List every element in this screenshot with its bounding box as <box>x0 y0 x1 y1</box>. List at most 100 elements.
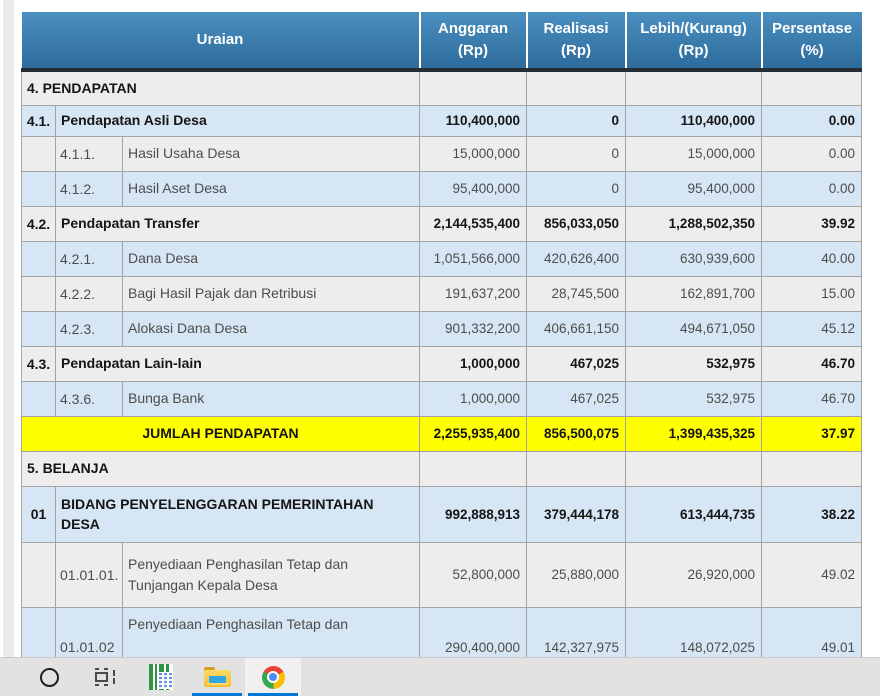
cell-persentase: 46.70 <box>761 380 863 417</box>
row-code: 4.3. <box>21 345 56 382</box>
cell-lebih-kurang: 532,975 <box>625 380 763 417</box>
row-code: 01.01.02 <box>55 606 123 657</box>
cell-persentase: 45.12 <box>761 310 863 347</box>
file-explorer-button[interactable] <box>189 658 245 696</box>
row-description: Alokasi Dana Desa <box>121 310 421 347</box>
cell-anggaran: 1,051,566,000 <box>419 240 528 277</box>
row-description: BIDANG PENYELENGGARAN PEMERINTAHAN DESA <box>54 485 421 543</box>
row-description: Bunga Bank <box>121 380 421 417</box>
cell-lebih-kurang: 1,288,502,350 <box>625 205 763 242</box>
cell-realisasi: 0 <box>526 170 627 207</box>
cell-anggaran: 15,000,000 <box>419 135 528 172</box>
row-description: Dana Desa <box>121 240 421 277</box>
cell-persentase: 37.97 <box>761 415 863 452</box>
task-view-icon <box>92 668 118 686</box>
cell-lebih-kurang <box>625 450 763 487</box>
row-indent-cell <box>21 541 56 608</box>
table-row: 4. PENDAPATAN <box>20 69 863 106</box>
table-row: 4.1. Pendapatan Asli Desa 110,400,000 0 110,… <box>21 104 863 137</box>
row-code: 01.01.01. <box>55 541 123 608</box>
file-explorer-icon <box>203 667 231 687</box>
column-header-uraian: Uraian <box>21 12 420 72</box>
column-header-realisasi: Realisasi (Rp) <box>525 12 626 72</box>
cell-anggaran: 2,255,935,400 <box>419 415 528 452</box>
cell-persentase: 39.92 <box>761 205 863 242</box>
cell-realisasi: 25,880,000 <box>526 541 627 608</box>
table-row: 4.1.2. Hasil Aset Desa 95,400,000 0 95,400,0… <box>21 170 863 207</box>
row-code: 4.1.1. <box>55 135 123 172</box>
cell-persentase: 0.00 <box>761 170 863 207</box>
cell-lebih-kurang: 15,000,000 <box>625 135 763 172</box>
table-row: 4.3.6. Bunga Bank 1,000,000 467,025 532,975 4… <box>21 380 863 417</box>
cell-realisasi: 28,745,500 <box>526 275 627 312</box>
chrome-button[interactable] <box>245 658 301 696</box>
row-code: 4.1. <box>21 104 56 137</box>
chrome-icon <box>261 665 285 689</box>
row-indent-cell <box>21 275 56 312</box>
app-barcode-icon <box>149 664 173 690</box>
cell-realisasi: 406,661,150 <box>526 310 627 347</box>
cell-anggaran: 95,400,000 <box>419 170 528 207</box>
cortana-icon <box>39 667 59 687</box>
column-header-lebih-kurang: Lebih/(Kurang) (Rp) <box>624 12 762 72</box>
report-table: Uraian Anggaran (Rp) Realisasi (Rp) Lebih/(Ku… <box>20 12 863 657</box>
section-label: 4. PENDAPATAN <box>20 69 421 106</box>
cell-realisasi: 142,327,975 <box>526 606 627 657</box>
cell-realisasi: 420,626,400 <box>526 240 627 277</box>
column-header-persentase: Persentase (%) <box>760 12 862 72</box>
cell-lebih-kurang: 532,975 <box>625 345 763 382</box>
cell-persentase: 49.02 <box>761 541 863 608</box>
cell-anggaran: 52,800,000 <box>419 541 528 608</box>
page-left-margin <box>3 0 14 657</box>
row-code: 4.3.6. <box>55 380 123 417</box>
cell-persentase: 46.70 <box>761 345 863 382</box>
table-row: 4.2.1. Dana Desa 1,051,566,000 420,626,400 6… <box>21 240 863 277</box>
cell-lebih-kurang: 95,400,000 <box>625 170 763 207</box>
table-row: 4.3. Pendapatan Lain-lain 1,000,000 467,025… <box>21 345 863 382</box>
cell-lebih-kurang: 26,920,000 <box>625 541 763 608</box>
cell-lebih-kurang: 630,939,600 <box>625 240 763 277</box>
cortana-button[interactable] <box>21 658 77 696</box>
row-indent-cell <box>21 240 56 277</box>
cell-realisasi: 467,025 <box>526 345 627 382</box>
row-code: 01 <box>21 485 56 543</box>
table-row: 01.01.01. Penyediaan Penghasilan Tetap da… <box>21 541 863 608</box>
cell-lebih-kurang: 148,072,025 <box>625 606 763 657</box>
row-description: Hasil Aset Desa <box>121 170 421 207</box>
row-indent-cell <box>21 310 56 347</box>
row-code: 4.1.2. <box>55 170 123 207</box>
cell-realisasi <box>526 450 627 487</box>
cell-persentase <box>761 450 863 487</box>
cell-persentase: 49.01 <box>761 606 863 657</box>
cell-lebih-kurang: 1,399,435,325 <box>625 415 763 452</box>
cell-realisasi: 0 <box>526 135 627 172</box>
row-code: 4.2.2. <box>55 275 123 312</box>
cell-anggaran: 1,000,000 <box>419 345 528 382</box>
cell-anggaran: 191,637,200 <box>419 275 528 312</box>
cell-persentase: 15.00 <box>761 275 863 312</box>
table-row: 4.1.1. Hasil Usaha Desa 15,000,000 0 15,000,… <box>21 135 863 172</box>
cell-anggaran <box>419 69 528 106</box>
table-row: 01 BIDANG PENYELENGGARAN PEMERINTAHAN DES… <box>21 485 863 543</box>
cell-realisasi: 856,500,075 <box>526 415 627 452</box>
cell-anggaran: 901,332,200 <box>419 310 528 347</box>
header-row: Uraian Anggaran (Rp) Realisasi (Rp) Lebih/(Ku… <box>21 12 862 72</box>
cell-realisasi <box>526 69 627 106</box>
table-row: 4.2.3. Alokasi Dana Desa 901,332,200 406,66… <box>21 310 863 347</box>
cell-anggaran: 1,000,000 <box>419 380 528 417</box>
table-row: 5. BELANJA <box>20 450 863 487</box>
cell-persentase: 0.00 <box>761 104 863 137</box>
row-code: 4.2.3. <box>55 310 123 347</box>
column-header-anggaran: Anggaran (Rp) <box>418 12 527 72</box>
siskeudes-app-button[interactable] <box>133 658 189 696</box>
row-description: Pendapatan Asli Desa <box>54 104 421 137</box>
cell-anggaran <box>419 450 528 487</box>
cell-anggaran: 2,144,535,400 <box>419 205 528 242</box>
report-table-header: Uraian Anggaran (Rp) Realisasi (Rp) Lebih/(Ku… <box>21 12 862 72</box>
task-view-button[interactable] <box>77 658 133 696</box>
row-description: Penyediaan Penghasilan Tetap dan Tunjang… <box>121 541 421 608</box>
row-indent-cell <box>21 135 56 172</box>
row-code: 4.2.1. <box>55 240 123 277</box>
section-label: 5. BELANJA <box>20 450 421 487</box>
